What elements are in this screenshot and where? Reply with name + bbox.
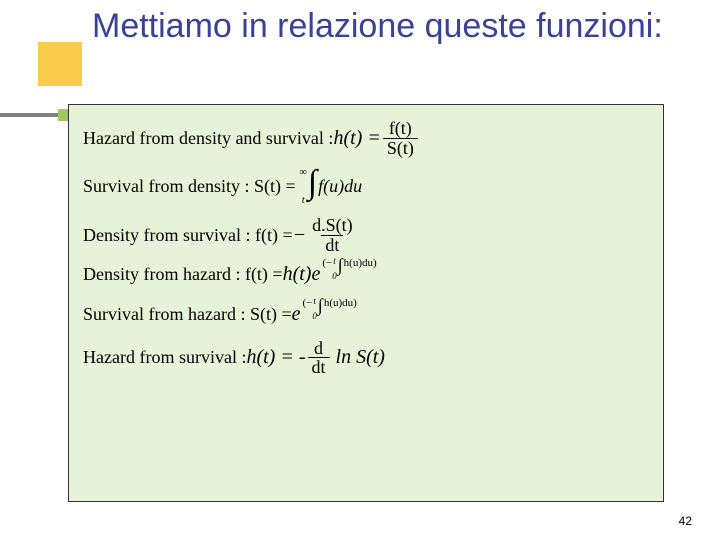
exp-integrand: h(u)du) [324,297,357,309]
upper-limit: t [333,257,336,266]
exp-limits: t 0 [312,297,317,321]
denominator: dt [321,235,343,255]
bullet-line [0,113,58,117]
rhs: e [292,303,301,326]
integral-sign: ∫ [318,297,323,313]
lhs: h(t) = [333,127,380,150]
formula-row-survival-from-density: Survival from density : S(t) = ∞ t ∫ f(u… [83,168,651,206]
integral-sign: ∫ [308,168,317,206]
lower-limit: 0 [312,312,317,321]
minus: − [293,224,307,247]
rhs: h(t)e [283,263,321,286]
numerator: f(t) [385,119,416,138]
integral-limits: ∞ t [300,168,307,206]
formula-box: Hazard from density and survival : h(t) … [68,104,664,502]
formula-row-hazard-from-density-survival: Hazard from density and survival : h(t) … [83,119,651,158]
exp-limits: t 0 [332,257,337,281]
row-label: Hazard from survival : [83,347,246,368]
exp-integrand: h(u)du) [344,257,377,269]
tail: ln S(t) [336,346,385,369]
page-number: 42 [679,514,692,528]
numerator: d [310,339,327,358]
row-label: Survival from hazard : S(t) = [83,304,292,325]
exp-prefix: (− [303,297,313,309]
exponent: (− t 0 ∫ h(u)du) [322,257,376,281]
integral: ∞ t ∫ f(u)du [300,168,362,206]
integrand: f(u)du [318,176,362,197]
row-label: Survival from density : S(t) = [83,176,296,197]
denominator: S(t) [383,138,418,158]
row-label: Hazard from density and survival : [83,128,333,149]
fraction: d dt [308,339,330,378]
lhs: h(t) = - [246,346,305,369]
row-label: Density from hazard : f(t) = [83,264,283,285]
formula-row-density-from-hazard: Density from hazard : f(t) = h(t)e (− t … [83,263,651,287]
numerator: d.S(t) [308,216,357,235]
slide-title: Mettiamo in relazione queste funzioni: [92,6,690,47]
exp-prefix: (− [322,257,332,269]
upper-limit: t [313,297,316,306]
formula-row-hazard-from-survival: Hazard from survival : h(t) = - d dt ln … [83,339,651,378]
accent-square-yellow [38,42,82,86]
row-label: Density from survival : f(t) = [83,225,293,246]
formula-row-survival-from-hazard: Survival from hazard : S(t) = e (− t 0 ∫… [83,303,651,327]
exponent: (− t 0 ∫ h(u)du) [303,297,357,321]
integral-sign: ∫ [338,257,343,273]
fraction: f(t) S(t) [383,119,418,158]
lower-limit: t [302,196,305,206]
denominator: dt [308,357,330,377]
fraction: d.S(t) dt [308,216,357,255]
formula-row-density-from-survival: Density from survival : f(t) = − d.S(t) … [83,216,651,255]
upper-limit: ∞ [300,168,307,178]
lower-limit: 0 [332,272,337,281]
